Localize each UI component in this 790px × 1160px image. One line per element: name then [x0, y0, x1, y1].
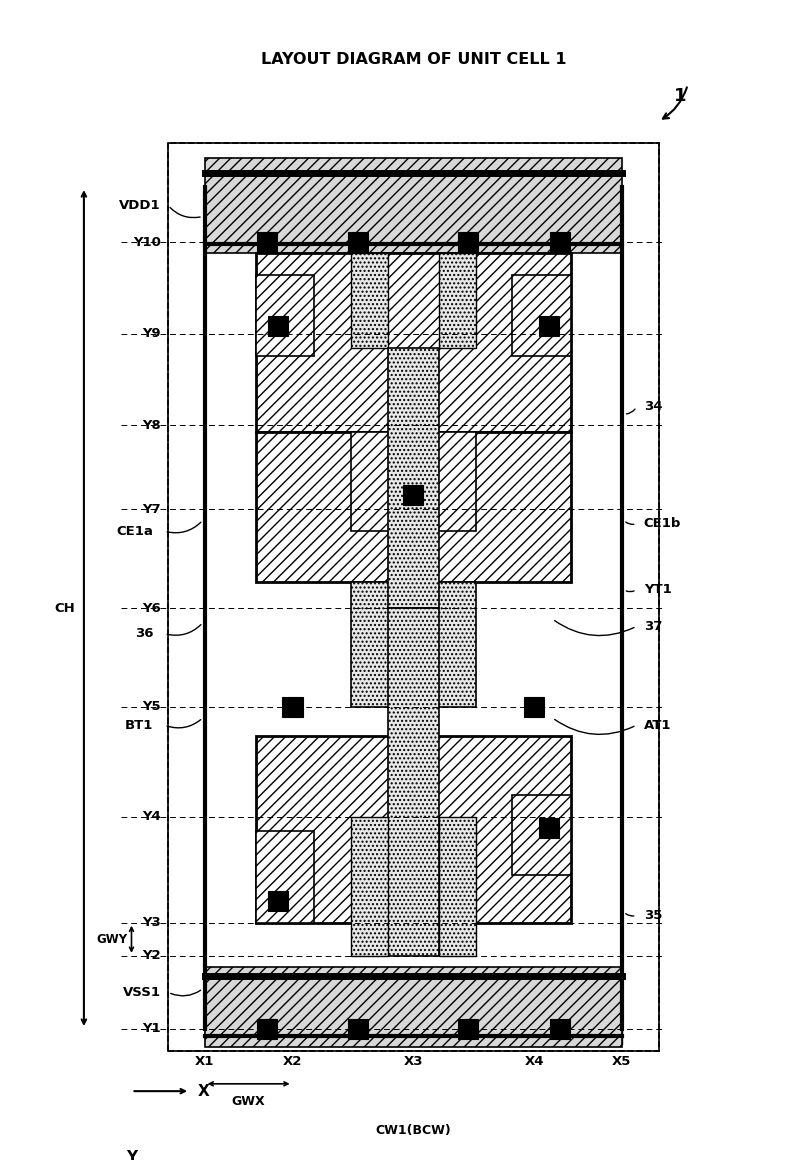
Text: X4: X4	[525, 1054, 544, 1067]
Bar	[403, 485, 423, 505]
Text: Y1: Y1	[142, 1022, 161, 1036]
Text: CH: CH	[54, 602, 75, 615]
Text: CW1(BCW): CW1(BCW)	[375, 1124, 451, 1137]
Bar	[550, 232, 570, 252]
Text: X3: X3	[404, 1054, 423, 1067]
Bar	[351, 582, 476, 706]
Bar	[524, 697, 544, 717]
Text: Y7: Y7	[142, 502, 161, 516]
Bar	[268, 317, 288, 336]
Bar	[351, 253, 388, 348]
Text: Y5: Y5	[142, 701, 161, 713]
Bar	[439, 817, 476, 956]
Bar	[256, 275, 314, 355]
Text: 37: 37	[644, 619, 662, 633]
Bar	[256, 253, 570, 433]
Bar	[439, 253, 476, 348]
Text: 35: 35	[644, 909, 662, 922]
Bar	[205, 966, 622, 1047]
Bar	[550, 1018, 570, 1039]
Text: X: X	[198, 1083, 209, 1099]
Text: Y4: Y4	[142, 810, 161, 824]
Text: CE1b: CE1b	[644, 517, 681, 530]
Text: GWX: GWX	[231, 1095, 265, 1108]
Bar	[388, 348, 439, 608]
Text: GWY: GWY	[96, 933, 128, 945]
Text: CE1a: CE1a	[117, 524, 153, 538]
Bar	[348, 1018, 368, 1039]
Text: Y10: Y10	[133, 235, 161, 248]
Bar	[539, 317, 559, 336]
Bar	[512, 795, 570, 875]
Text: Y: Y	[126, 1150, 137, 1160]
Bar	[256, 433, 570, 582]
Text: 34: 34	[644, 400, 662, 413]
Text: Y9: Y9	[142, 327, 161, 340]
Bar	[348, 232, 368, 252]
Text: Y2: Y2	[142, 949, 161, 963]
Bar	[256, 737, 570, 923]
Bar	[539, 818, 559, 838]
Bar	[257, 232, 277, 252]
Text: X2: X2	[283, 1054, 303, 1067]
Bar	[205, 158, 622, 253]
Bar	[168, 143, 659, 1051]
Text: Y8: Y8	[142, 419, 161, 432]
Text: 36: 36	[135, 628, 153, 640]
Text: 1: 1	[674, 87, 687, 104]
Bar	[257, 1018, 277, 1039]
Bar	[168, 143, 659, 1051]
Text: BT1: BT1	[125, 719, 153, 732]
Bar	[283, 697, 303, 717]
Text: VDD1: VDD1	[119, 200, 161, 212]
Bar	[458, 232, 478, 252]
Bar	[388, 608, 439, 956]
Bar	[351, 433, 476, 531]
Text: YT1: YT1	[644, 583, 671, 596]
Bar	[256, 832, 314, 923]
Bar	[458, 1018, 478, 1039]
Text: Y3: Y3	[142, 916, 161, 929]
Text: VSS1: VSS1	[122, 986, 161, 999]
Bar	[268, 891, 288, 911]
Text: LAYOUT DIAGRAM OF UNIT CELL 1: LAYOUT DIAGRAM OF UNIT CELL 1	[261, 51, 566, 66]
Bar	[351, 817, 388, 956]
Text: AT1: AT1	[644, 719, 671, 732]
Bar	[512, 275, 570, 355]
Text: Y6: Y6	[142, 602, 161, 615]
Text: X1: X1	[195, 1054, 214, 1067]
Text: X5: X5	[612, 1054, 631, 1067]
